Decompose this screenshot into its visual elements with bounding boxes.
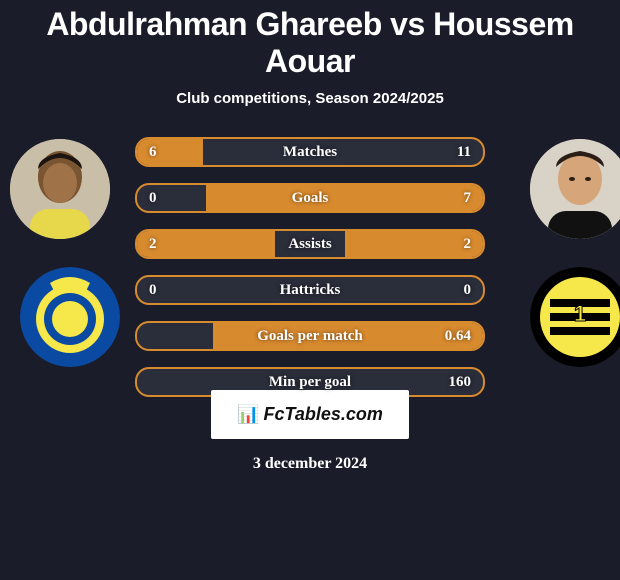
stat-row: 0Hattricks0 xyxy=(135,275,485,305)
svg-text:1: 1 xyxy=(574,301,586,326)
chart-icon: 📊 xyxy=(237,404,259,424)
stat-value-right: 0 xyxy=(464,277,472,303)
player-right-club-badge: 1 xyxy=(530,267,620,367)
stat-row: 0Goals7 xyxy=(135,183,485,213)
player-left-club-badge xyxy=(20,267,120,367)
date-label: 3 december 2024 xyxy=(0,455,620,473)
stat-bars: 6Matches110Goals72Assists20Hattricks0Goa… xyxy=(135,137,485,413)
stat-value-right: 2 xyxy=(464,231,472,257)
stat-value-right: 0.64 xyxy=(445,323,471,349)
stat-label: Hattricks xyxy=(137,277,483,303)
player-left-avatar xyxy=(10,139,110,239)
stat-row: Goals per match0.64 xyxy=(135,321,485,351)
stat-label: Min per goal xyxy=(137,369,483,395)
stat-row: 6Matches11 xyxy=(135,137,485,167)
logo-text: FcTables.com xyxy=(264,404,383,424)
page-title: Abdulrahman Ghareeb vs Houssem Aouar xyxy=(0,0,620,80)
fctables-logo: 📊FcTables.com xyxy=(211,390,409,439)
footer: 📊FcTables.com 3 december 2024 xyxy=(0,390,620,473)
stat-value-right: 7 xyxy=(464,185,472,211)
subtitle: Club competitions, Season 2024/2025 xyxy=(0,90,620,107)
player-right-avatar xyxy=(530,139,620,239)
stat-row: 2Assists2 xyxy=(135,229,485,259)
stat-value-right: 11 xyxy=(457,139,471,165)
comparison-panel: 1 6Matches110Goals72Assists20Hattricks0G… xyxy=(0,137,620,417)
stat-label: Matches xyxy=(137,139,483,165)
stat-label: Assists xyxy=(137,231,483,257)
stat-label: Goals xyxy=(137,185,483,211)
stat-label: Goals per match xyxy=(137,323,483,349)
stat-value-right: 160 xyxy=(449,369,472,395)
stat-row: Min per goal160 xyxy=(135,367,485,397)
